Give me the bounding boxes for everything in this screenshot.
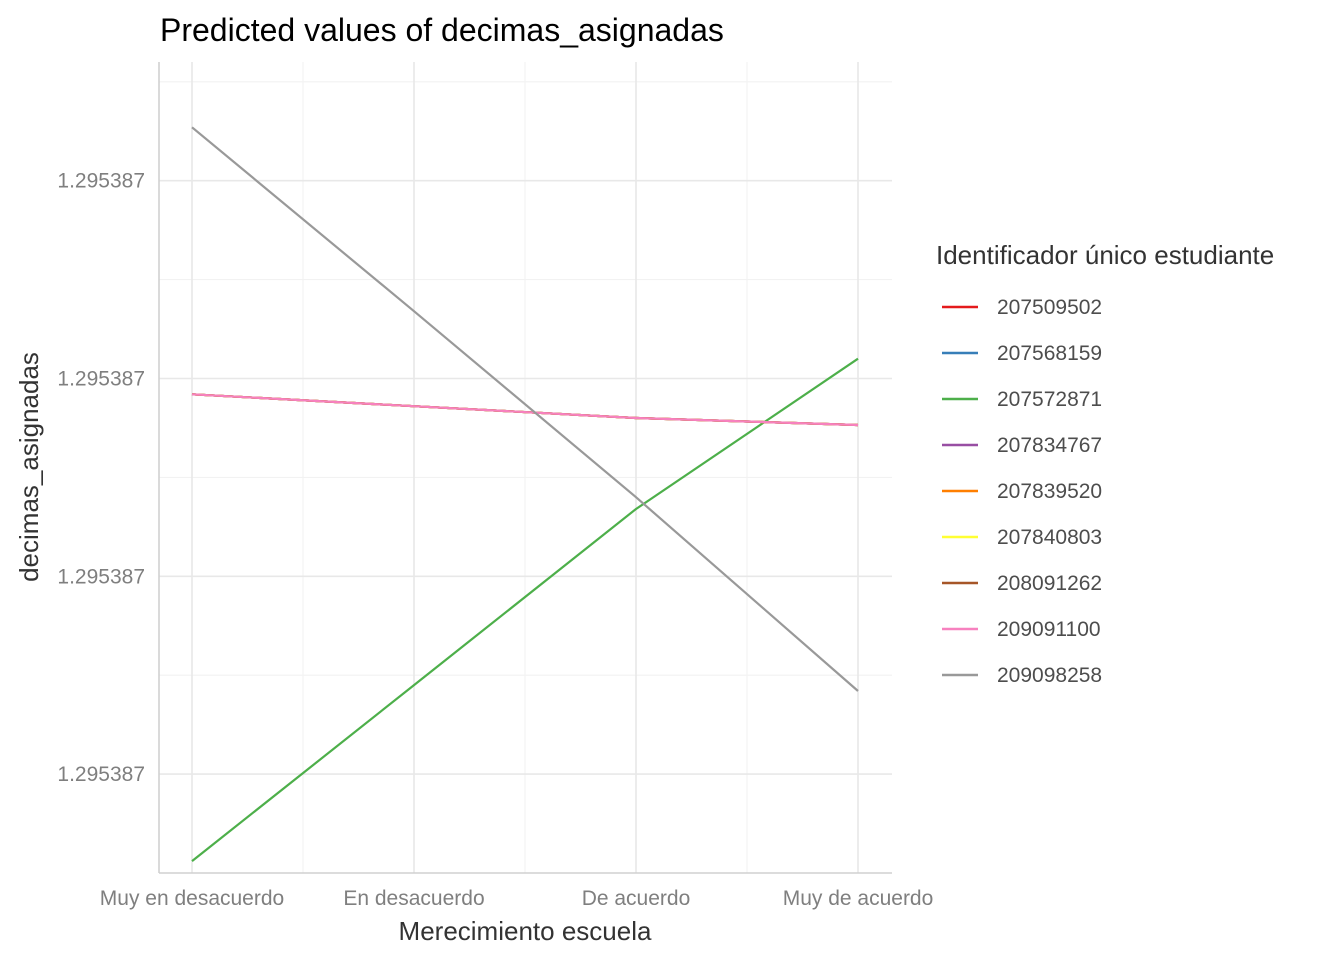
legend-item: 207572871 [942,388,1102,411]
legend-title: Identificador único estudiante [936,240,1274,270]
tick-labels: 1.295387 1.295387 1.295387 1.295387 Muy en d… [57,170,933,910]
legend-label: 207840803 [997,526,1102,549]
x-tick-label: Muy en desacuerdo [100,887,284,910]
legend-label: 207568159 [997,342,1102,365]
legend-items: 207509502 207568159 207572871 207834767 2078… [942,296,1102,687]
legend-item: 207568159 [942,342,1102,365]
legend-item: 208091262 [942,572,1102,595]
chart-title: Predicted values of decimas_asignadas [160,12,724,48]
series-line-207572871 [191,357,859,862]
legend-item: 209091100 [942,618,1101,641]
y-axis-title: decimas_asignadas [14,352,44,582]
x-tick-label: De acuerdo [582,887,691,910]
legend-label: 207839520 [997,480,1102,503]
legend-label: 207572871 [997,388,1102,411]
x-axis-title: Merecimiento escuela [399,916,652,946]
series-line-209098258 [191,126,859,692]
legend-item: 207509502 [942,296,1102,319]
y-tick-label: 1.295387 [57,565,145,588]
legend: Identificador único estudiante 207509502… [936,240,1274,687]
series-lines [191,126,859,862]
y-tick-label: 1.295387 [57,763,145,786]
legend-label: 209091100 [997,618,1101,641]
y-tick-label: 1.295387 [57,367,145,390]
legend-label: 209098258 [997,664,1102,687]
axes [158,62,892,874]
legend-item: 209098258 [942,664,1102,687]
legend-label: 207509502 [997,296,1102,319]
legend-label: 207834767 [997,434,1102,457]
x-tick-label: Muy de acuerdo [783,887,934,910]
legend-item: 207834767 [942,434,1102,457]
legend-item: 207840803 [942,526,1102,549]
grid [159,62,892,874]
legend-item: 207839520 [942,480,1102,503]
series-line-209091100 [191,393,859,427]
x-tick-label: En desacuerdo [343,887,484,910]
legend-label: 208091262 [997,572,1102,595]
y-tick-label: 1.295387 [57,170,145,193]
